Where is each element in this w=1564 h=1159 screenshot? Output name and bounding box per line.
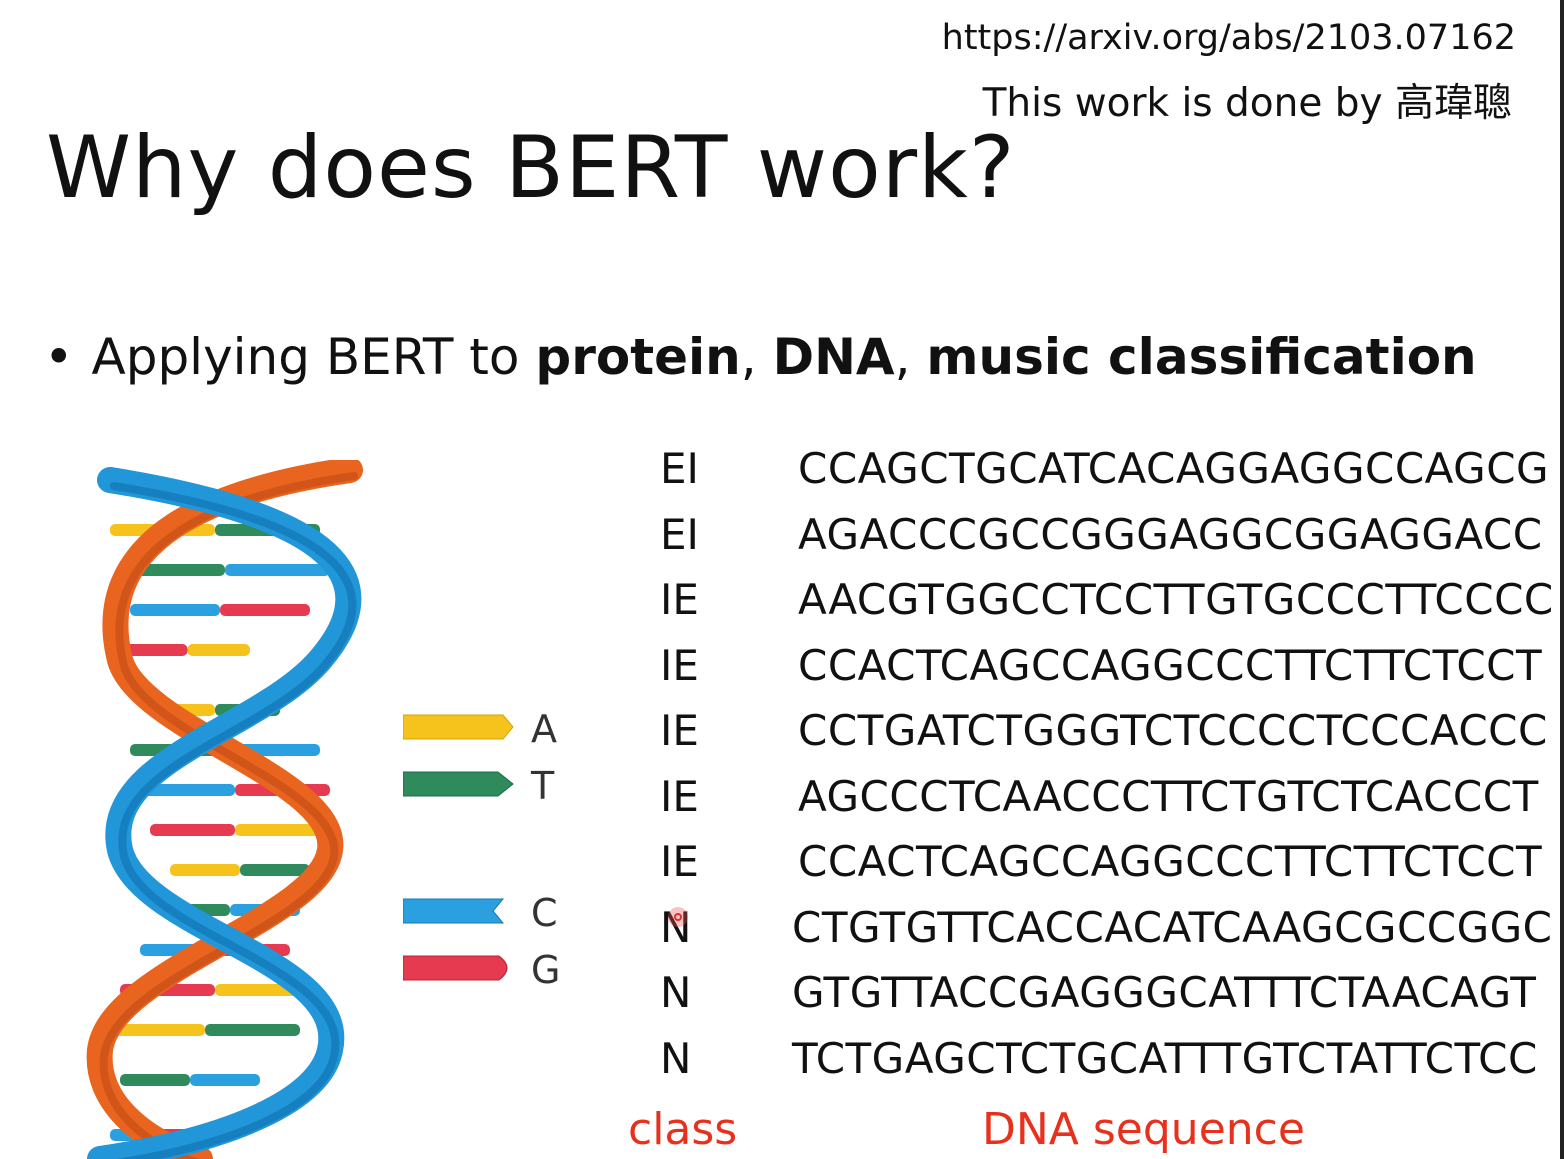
row-class: EI bbox=[660, 444, 699, 493]
row-class: IE bbox=[660, 575, 699, 624]
row-dna-sequence: CCTGATCTGGGTCTCCCCTCCCACCC bbox=[798, 706, 1548, 755]
row-dna-sequence: AGCCCTCAACCCTTCTGTCTCACCCT bbox=[798, 771, 1539, 821]
table-row: IE AACGTGGCCTCCTTGTGCCCTTCCCC bbox=[650, 569, 1564, 635]
table-row: N TCTGAGCTCTGCATTTGTCTATTCTCC bbox=[650, 1028, 1564, 1094]
base-pair-half bbox=[170, 864, 240, 876]
arrow-tag-icon bbox=[403, 955, 508, 981]
row-class: IE bbox=[660, 706, 699, 755]
row-dna-sequence: AGACCCGCCGGGAGGCGGAGGACC bbox=[798, 509, 1543, 559]
base-pair-half bbox=[220, 604, 310, 616]
arrow-tag-icon bbox=[403, 714, 514, 740]
row-class: N bbox=[660, 968, 692, 1017]
row-dna-sequence: CCACTCAGCCAGGCCCTTCTTCTCCT bbox=[798, 640, 1543, 690]
base-pair-half bbox=[190, 1074, 260, 1086]
row-dna-sequence: CCAGCTGCATCACAGGAGGCCAGCG bbox=[798, 444, 1550, 493]
row-class: N bbox=[660, 902, 692, 952]
table-row: EI AGACCCGCCGGGAGGCGGAGGACC bbox=[650, 504, 1564, 570]
row-dna-sequence: GTGTTACCGAGGGCATTTCTAACAGT bbox=[792, 968, 1537, 1017]
arrow-tag-icon bbox=[403, 771, 514, 797]
arrow-tag-icon bbox=[403, 898, 505, 924]
base-pair-half bbox=[140, 784, 235, 796]
base-pair-half bbox=[225, 564, 330, 576]
base-pair-half bbox=[205, 1024, 300, 1036]
bullet-point: • Applying BERT to protein, DNA, music cl… bbox=[44, 328, 1477, 386]
reference-url: https://arxiv.org/abs/2103.07162 bbox=[941, 18, 1516, 58]
table-row: IE AGCCCTCAACCCTTCTGTCTCACCCT bbox=[650, 766, 1564, 832]
base-pair-half bbox=[150, 824, 235, 836]
row-class: EI bbox=[660, 509, 699, 559]
row-class: IE bbox=[660, 837, 699, 886]
legend-item-t: T bbox=[403, 762, 573, 812]
row-class: IE bbox=[660, 640, 699, 690]
table-row: IE CCTGATCTGGGTCTCCCCTCCCACCC bbox=[650, 700, 1564, 766]
table-row: EI CCAGCTGCATCACAGGAGGCCAGCG bbox=[650, 438, 1564, 504]
base-pair-half bbox=[187, 644, 250, 656]
table-row: IE CCACTCAGCCAGGCCCTTCTTCTCCT bbox=[650, 831, 1564, 897]
table-row: IE CCACTCAGCCAGGCCCTTCTTCTCCT bbox=[650, 635, 1564, 701]
slide-title: Why does BERT work? bbox=[46, 118, 1016, 218]
table-row: N GTGTTACCGAGGGCATTTCTAACAGT bbox=[650, 962, 1564, 1028]
bullet-dna: DNA bbox=[772, 328, 895, 386]
dna-sequence-table: EI CCAGCTGCATCACAGGAGGCCAGCG EI AGACCCGC… bbox=[650, 438, 1564, 1093]
window-edge bbox=[1560, 0, 1564, 1159]
author-credit: This work is done by 高瑋聰 bbox=[982, 81, 1512, 126]
row-class: N bbox=[660, 1033, 692, 1083]
dna-helix-illustration bbox=[86, 460, 363, 1159]
base-pair-half bbox=[120, 1074, 190, 1086]
row-dna-sequence: TCTGAGCTCTGCATTTGTCTATTCTCC bbox=[792, 1033, 1538, 1083]
legend-item-a: A bbox=[403, 705, 573, 755]
row-dna-sequence: CCACTCAGCCAGGCCCTTCTTCTCCT bbox=[798, 837, 1543, 886]
helix-strand-orange-shade bbox=[99, 472, 358, 1159]
bullet-sep-2: , bbox=[894, 328, 927, 386]
base-pair-half bbox=[235, 824, 320, 836]
legend-item-g: G bbox=[403, 946, 573, 996]
dna-sequence-caption: DNA sequence bbox=[982, 1104, 1305, 1155]
legend-letter-c: C bbox=[531, 891, 558, 935]
base-pair-half bbox=[130, 604, 220, 616]
row-dna-sequence: AACGTGGCCTCCTTGTGCCCTTCCCC bbox=[798, 575, 1554, 624]
bullet-prefix: Applying BERT to bbox=[91, 328, 536, 386]
legend-letter-g: G bbox=[531, 948, 561, 992]
base-pair-half bbox=[110, 1024, 205, 1036]
legend-letter-t: T bbox=[531, 764, 555, 808]
table-row: N CTGTGTTCACCACATCAAGCGCCGGC bbox=[650, 897, 1564, 963]
bullet-sep-1: , bbox=[740, 328, 773, 386]
base-pair-half bbox=[240, 864, 310, 876]
bullet-protein: protein bbox=[535, 328, 741, 386]
bullet-music: music classification bbox=[926, 328, 1477, 386]
bullet-dot: • bbox=[44, 328, 74, 386]
base-pair-half bbox=[125, 644, 188, 656]
legend-item-c: C bbox=[403, 889, 573, 939]
row-class: IE bbox=[660, 771, 699, 821]
legend-letter-a: A bbox=[531, 707, 557, 751]
helix-strand-blue-shade bbox=[110, 482, 357, 1159]
row-dna-sequence: CTGTGTTCACCACATCAAGCGCCGGC bbox=[792, 902, 1553, 952]
base-pair-rungs bbox=[110, 524, 330, 1141]
laser-pointer-icon bbox=[668, 907, 688, 927]
class-caption: class bbox=[628, 1104, 738, 1155]
